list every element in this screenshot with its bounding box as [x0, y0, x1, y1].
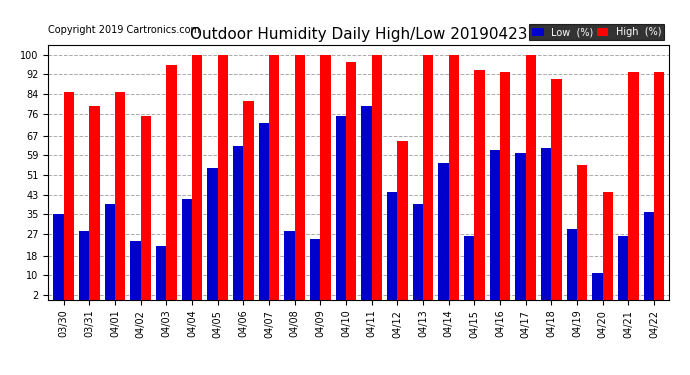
- Bar: [500, 72, 510, 300]
- Bar: [295, 55, 305, 300]
- Bar: [423, 55, 433, 300]
- Bar: [90, 106, 99, 300]
- Bar: [181, 200, 192, 300]
- Legend: Low  (%), High  (%): Low (%), High (%): [529, 24, 664, 40]
- Bar: [156, 246, 166, 300]
- Bar: [577, 165, 587, 300]
- Bar: [208, 168, 217, 300]
- Bar: [644, 212, 654, 300]
- Bar: [217, 55, 228, 300]
- Bar: [192, 55, 202, 300]
- Bar: [551, 80, 562, 300]
- Bar: [541, 148, 551, 300]
- Bar: [269, 55, 279, 300]
- Bar: [474, 69, 484, 300]
- Bar: [79, 231, 90, 300]
- Bar: [141, 116, 151, 300]
- Bar: [372, 55, 382, 300]
- Bar: [602, 192, 613, 300]
- Bar: [438, 163, 449, 300]
- Bar: [397, 141, 408, 300]
- Bar: [259, 123, 269, 300]
- Bar: [387, 192, 397, 300]
- Bar: [654, 72, 664, 300]
- Bar: [628, 72, 638, 300]
- Bar: [63, 92, 74, 300]
- Bar: [166, 64, 177, 300]
- Bar: [464, 236, 474, 300]
- Text: Copyright 2019 Cartronics.com: Copyright 2019 Cartronics.com: [48, 25, 200, 35]
- Bar: [592, 273, 602, 300]
- Bar: [448, 55, 459, 300]
- Title: Outdoor Humidity Daily High/Low 20190423: Outdoor Humidity Daily High/Low 20190423: [190, 27, 528, 42]
- Bar: [526, 55, 536, 300]
- Bar: [244, 101, 254, 300]
- Bar: [490, 150, 500, 300]
- Bar: [346, 62, 356, 300]
- Bar: [515, 153, 526, 300]
- Bar: [413, 204, 423, 300]
- Bar: [618, 236, 628, 300]
- Bar: [284, 231, 295, 300]
- Bar: [310, 239, 320, 300]
- Bar: [105, 204, 115, 300]
- Bar: [362, 106, 372, 300]
- Bar: [115, 92, 126, 300]
- Bar: [53, 214, 63, 300]
- Bar: [566, 229, 577, 300]
- Bar: [320, 55, 331, 300]
- Bar: [336, 116, 346, 300]
- Bar: [130, 241, 141, 300]
- Bar: [233, 146, 244, 300]
